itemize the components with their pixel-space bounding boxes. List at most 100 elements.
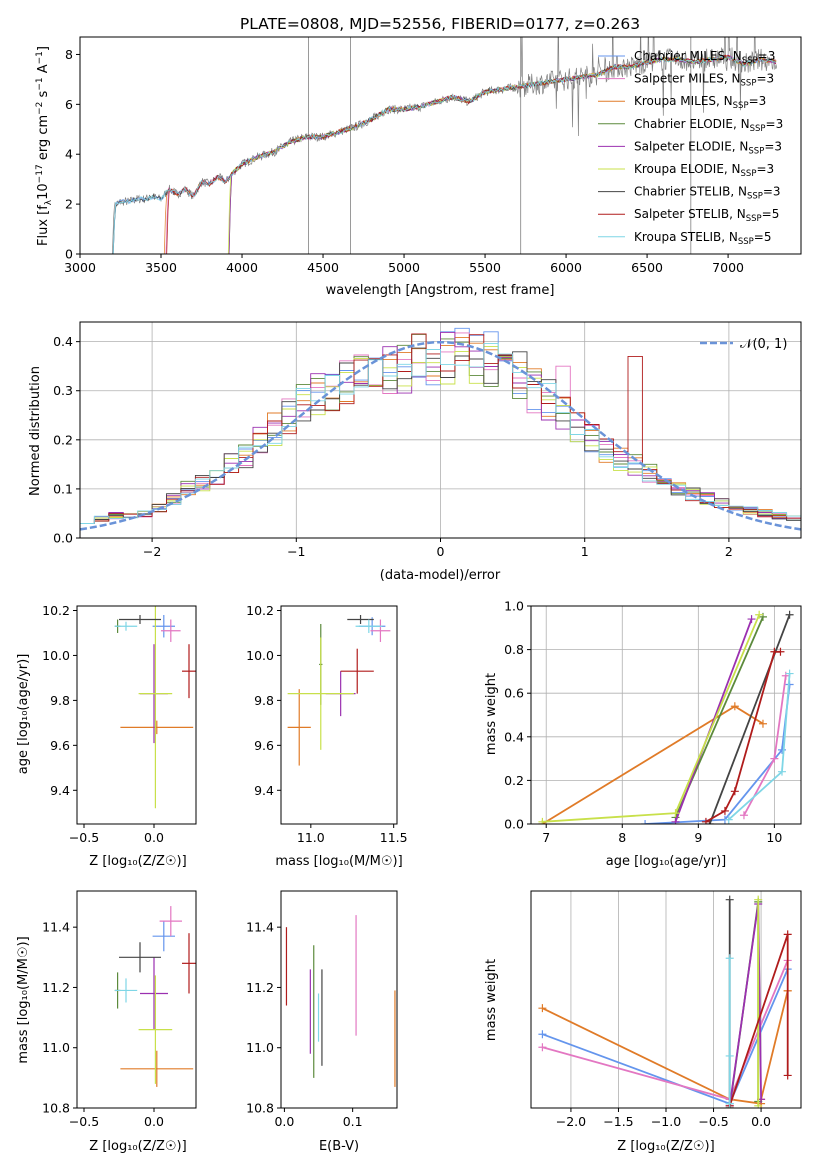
y-tick-label: 9.6 xyxy=(50,738,70,753)
weight-marker-salpeter_stelib xyxy=(720,806,729,815)
x-tick-label: 7000 xyxy=(712,260,744,275)
weight-marker-kroupa_stelib xyxy=(725,1099,734,1108)
residuals-plot-area: −2 −1 0 1 2 0.0 0.1 0.2 0.3 0.4 xyxy=(53,321,802,559)
axes-frame xyxy=(79,36,802,255)
x-tick-label: 4500 xyxy=(307,260,339,275)
massweight-vs-age-xlabel: age [log₁₀(age/yr)] xyxy=(606,854,727,869)
massweight-vs-z-xlabel: Z [log₁₀(Z/Z☉)] xyxy=(617,1139,714,1154)
y-tick-label: 1.0 xyxy=(504,599,524,614)
legend-label-salpeter_elodie: Salpeter ELODIE, NSSP=3 xyxy=(634,139,782,156)
weight-marker-kroupa_elodie xyxy=(754,1101,763,1108)
x-tick-label: 10 xyxy=(766,830,782,845)
axes-frame xyxy=(280,605,398,825)
x-tick-label: 3000 xyxy=(64,260,96,275)
weight-marker-kroupa_miles xyxy=(538,1004,547,1013)
x-tick-label: 0.0 xyxy=(144,830,164,845)
ylabel-part: erg cm xyxy=(36,115,51,164)
weight-line-salpeter_elodie xyxy=(674,618,753,823)
mass-vs-ebv-plot-area: 0.0 0.1 10.8 11.0 11.2 11.4 xyxy=(246,890,398,1129)
legend-sub: SSP xyxy=(733,101,749,111)
y-tick-label: 0.8 xyxy=(504,642,524,657)
weight-marker-salpeter_stelib xyxy=(701,817,710,824)
legend-label-kroupa_stelib: Kroupa STELIB, NSSP=5 xyxy=(634,230,772,247)
age-vs-z-panel: −0.5 0.0 9.4 9.6 9.8 10.0 10.2 Z [log₁₀(Z/Z☉)]… xyxy=(16,603,197,869)
weight-marker-salpeter_stelib xyxy=(783,1071,792,1080)
ylabel-part: Flux [f xyxy=(36,205,51,246)
y-tick-label: 0.2 xyxy=(504,773,524,788)
x-tick-label: 11.0 xyxy=(297,830,325,845)
residuals-ylabel: Normed distribution xyxy=(28,366,43,496)
y-tick-label: 4 xyxy=(65,147,73,162)
x-tick-label: −0.5 xyxy=(69,830,99,845)
y-tick-label: 11.4 xyxy=(42,920,70,935)
ylabel-part: −1 xyxy=(35,51,45,64)
data-layer xyxy=(285,915,396,1087)
mass-vs-ebv-panel: 0.0 0.1 10.8 11.0 11.2 11.4 E(B-V) xyxy=(246,890,398,1154)
weight-marker-kroupa_elodie xyxy=(754,895,763,904)
ylabel-part: −1 xyxy=(35,77,45,90)
y-tick-label: 9.8 xyxy=(50,693,70,708)
data-layer xyxy=(538,895,792,1108)
legend-nssp: =3 xyxy=(756,72,774,86)
legend-label-chabrier_stelib: Chabrier STELIB, NSSP=3 xyxy=(634,185,781,202)
x-tick-label: 1 xyxy=(581,544,589,559)
y-tick-label: 0.4 xyxy=(504,729,524,744)
ylabel-part: A xyxy=(36,64,51,77)
weight-marker-salpeter_miles xyxy=(739,811,748,820)
y-tick-label: 10.2 xyxy=(42,603,70,618)
x-tick-label: −1.0 xyxy=(651,1114,681,1129)
spectrum-panel: PLATE=0808, MJD=52556, FIBERID=0177, z=0… xyxy=(35,15,802,298)
y-tick-label: 11.4 xyxy=(246,920,274,935)
weight-marker-kroupa_elodie xyxy=(671,809,680,818)
weight-marker-kroupa_stelib xyxy=(724,815,733,824)
legend-nssp: =5 xyxy=(762,207,780,221)
legend-name: Chabrier ELODIE, N xyxy=(634,117,750,131)
residuals-xlabel: (data-model)/error xyxy=(380,568,501,583)
legend-normal-label: 𝒩(0, 1) xyxy=(740,337,787,352)
legend-sub: SSP xyxy=(741,79,757,89)
y-tick-label: 0.3 xyxy=(53,383,73,398)
age-vs-mass-xlabel: mass [log₁₀(M/M☉)] xyxy=(275,854,402,869)
massweight-vs-z-ylabel: mass weight xyxy=(484,959,499,1041)
mass-vs-ebv-xlabel: E(B-V) xyxy=(319,1139,359,1154)
x-tick-label: −0.5 xyxy=(69,1114,99,1129)
y-tick-label: 11.0 xyxy=(42,1040,70,1055)
legend-nssp: =3 xyxy=(763,185,781,199)
y-tick-label: 6 xyxy=(65,97,73,112)
legend-nssp: =3 xyxy=(749,94,767,108)
x-tick-label: −1 xyxy=(287,544,305,559)
y-tick-label: 0.1 xyxy=(53,481,73,496)
x-tick-label: −2 xyxy=(143,544,161,559)
mass-vs-z-ylabel: mass [log₁₀(M/M☉)] xyxy=(16,936,31,1063)
axes-frame xyxy=(280,890,398,1109)
y-tick-label: 10.0 xyxy=(42,648,70,663)
legend-label-salpeter_miles: Salpeter MILES, NSSP=3 xyxy=(634,72,774,89)
y-tick-label: 11.0 xyxy=(246,1040,274,1055)
weight-marker-kroupa_elodie xyxy=(538,817,547,824)
weight-marker-salpeter_elodie xyxy=(671,817,680,824)
y-tick-label: 9.4 xyxy=(50,783,70,798)
data-layer xyxy=(114,606,196,809)
x-tick-label: −1.5 xyxy=(603,1114,633,1129)
weight-marker-salpeter_elodie xyxy=(747,615,756,624)
normal-curve xyxy=(80,340,801,531)
y-tick-label: 11.2 xyxy=(246,980,274,995)
y-tick-label: 0.4 xyxy=(53,334,73,349)
age-vs-z-plot-area: −0.5 0.0 9.4 9.6 9.8 10.0 10.2 xyxy=(42,603,197,845)
data-layer xyxy=(538,610,794,824)
legend-nssp: =5 xyxy=(754,230,772,244)
y-tick-label: 2 xyxy=(65,197,73,212)
ylabel-part: −17 xyxy=(35,164,45,183)
x-tick-label: 3500 xyxy=(145,260,177,275)
age-vs-z-ylabel: age [log₁₀(age/yr)] xyxy=(16,654,31,775)
massweight-vs-age-panel: 7 8 9 10 0.0 0.2 0.4 0.6 0.8 1.0 age [log₁₀(age/y… xyxy=(484,599,802,869)
x-tick-label: 5000 xyxy=(388,260,420,275)
legend-label-chabrier_miles: Chabrier MILES, NSSP=3 xyxy=(634,49,775,66)
y-tick-label: 0.6 xyxy=(504,686,524,701)
mass-vs-z-xlabel: Z [log₁₀(Z/Z☉)] xyxy=(89,1139,186,1154)
x-tick-label: −0.5 xyxy=(698,1114,728,1129)
x-tick-label: 0 xyxy=(437,544,445,559)
legend-label-kroupa_elodie: Kroupa ELODIE, NSSP=3 xyxy=(634,162,774,179)
ylabel-part: 10 xyxy=(36,183,51,200)
